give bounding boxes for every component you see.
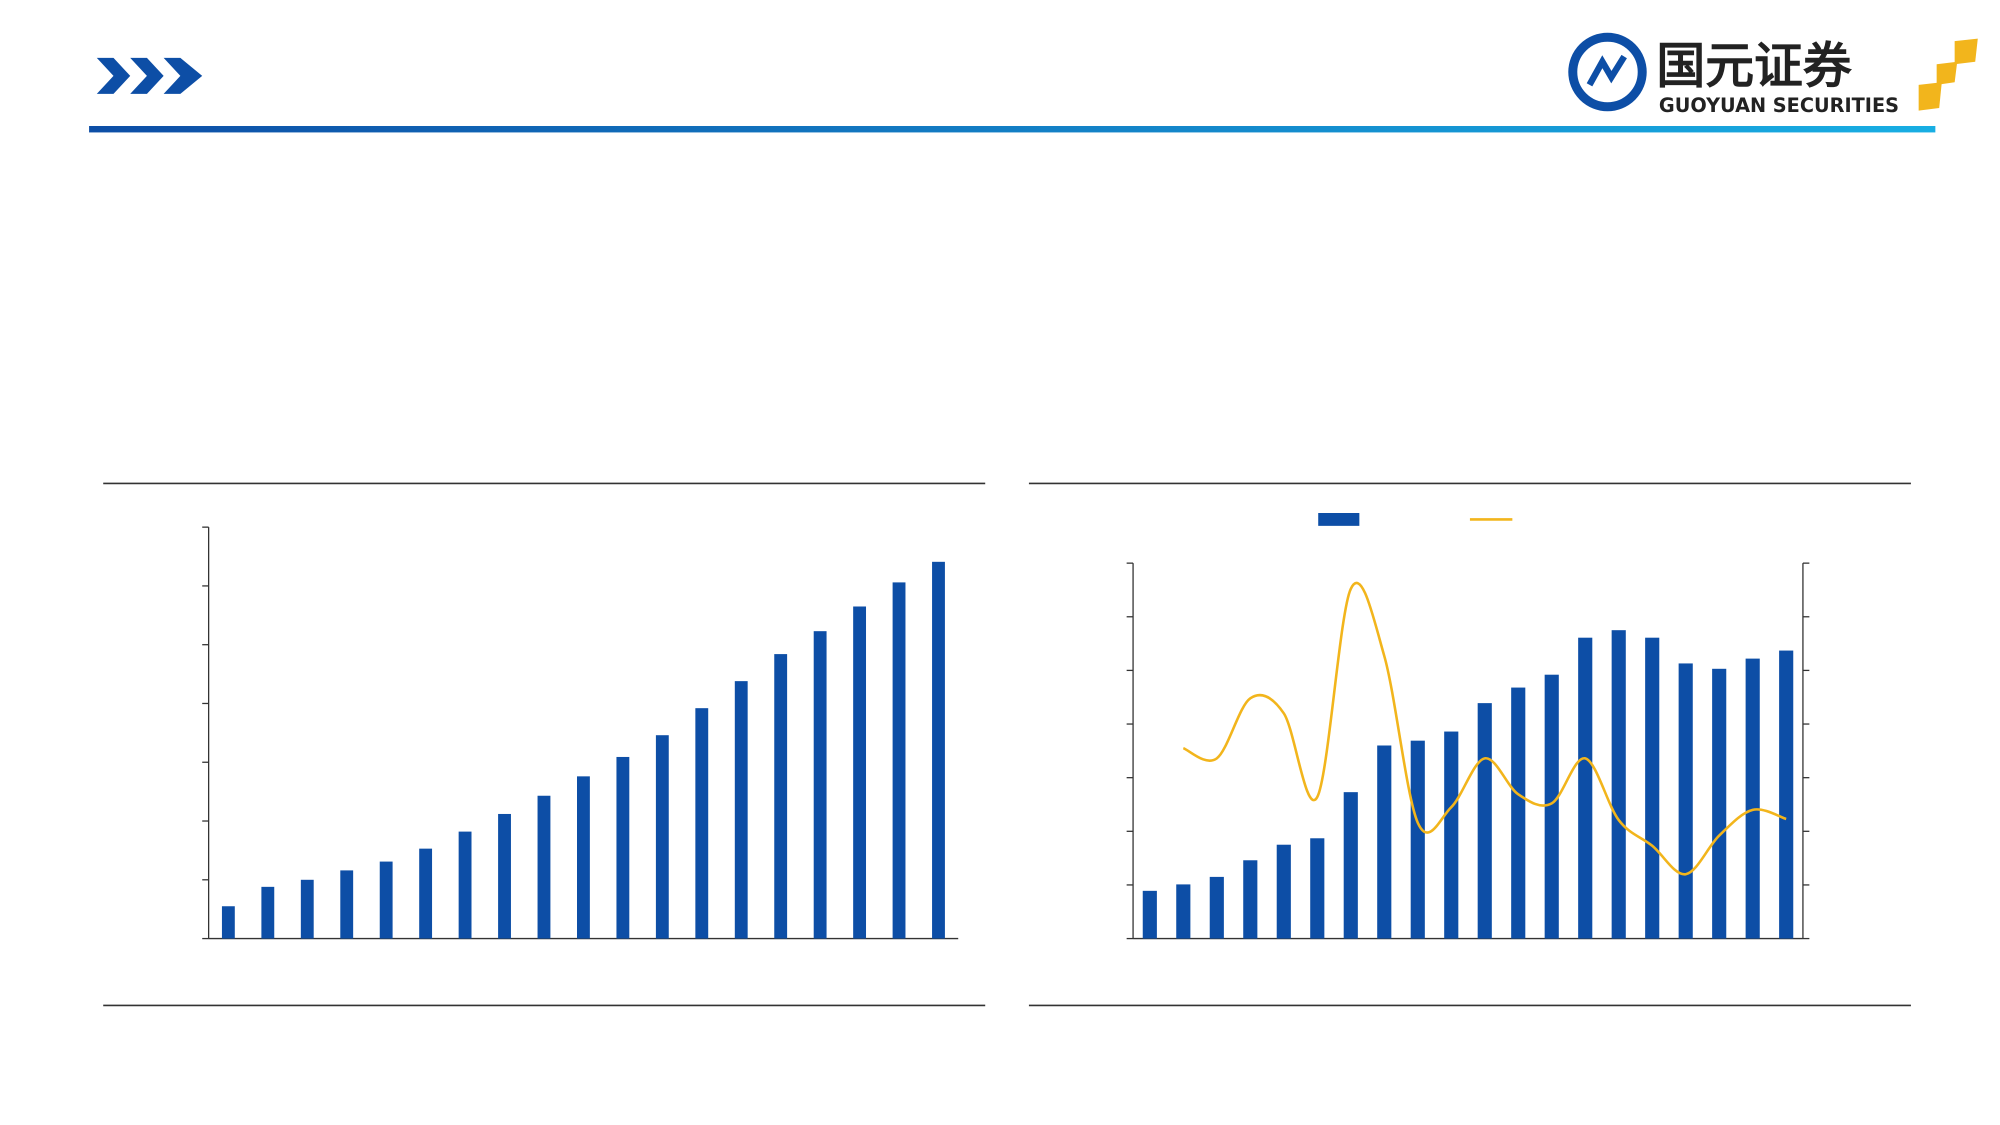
header-rule	[89, 126, 1936, 133]
bar	[1511, 687, 1526, 939]
bar	[1645, 637, 1660, 939]
bar	[300, 879, 314, 939]
bar	[261, 886, 275, 939]
bar	[1678, 663, 1693, 939]
bar	[458, 831, 472, 939]
bar	[577, 776, 590, 939]
logo-en: GUOYUAN SECURITIES	[1659, 94, 1899, 117]
bar	[1142, 890, 1157, 939]
bar	[379, 861, 393, 939]
bar	[616, 756, 630, 939]
bar	[1343, 792, 1358, 939]
bar	[813, 631, 827, 939]
bar	[1377, 745, 1392, 939]
bar	[1611, 630, 1626, 939]
logo-cn: 国元证券	[1656, 37, 1853, 94]
bar	[734, 681, 748, 939]
bar	[1544, 674, 1559, 939]
bar	[221, 906, 235, 939]
bar	[853, 606, 867, 939]
bar	[1578, 637, 1593, 939]
bar	[1243, 860, 1258, 939]
bar	[1209, 876, 1224, 939]
bar	[932, 561, 945, 939]
panel-rules	[103, 482, 1911, 1007]
bar	[340, 870, 354, 939]
bar	[1176, 884, 1191, 939]
bar	[774, 654, 788, 939]
bar	[419, 848, 433, 939]
bar	[1712, 668, 1727, 939]
bar	[655, 735, 669, 939]
bar	[1745, 658, 1760, 939]
bar	[498, 813, 511, 939]
bar	[695, 708, 709, 939]
bar	[1477, 703, 1492, 939]
bar	[892, 582, 906, 939]
bar	[537, 795, 551, 939]
bar	[1276, 844, 1291, 939]
bar	[1310, 838, 1325, 939]
line	[1182, 581, 1787, 876]
bar	[1444, 731, 1459, 939]
legend-swatch	[1318, 513, 1360, 526]
chevrons	[96, 57, 203, 94]
logo: 国元证券 GUOYUAN SECURITIES	[1568, 32, 1978, 117]
bar	[1779, 650, 1794, 939]
bar	[1410, 740, 1425, 939]
